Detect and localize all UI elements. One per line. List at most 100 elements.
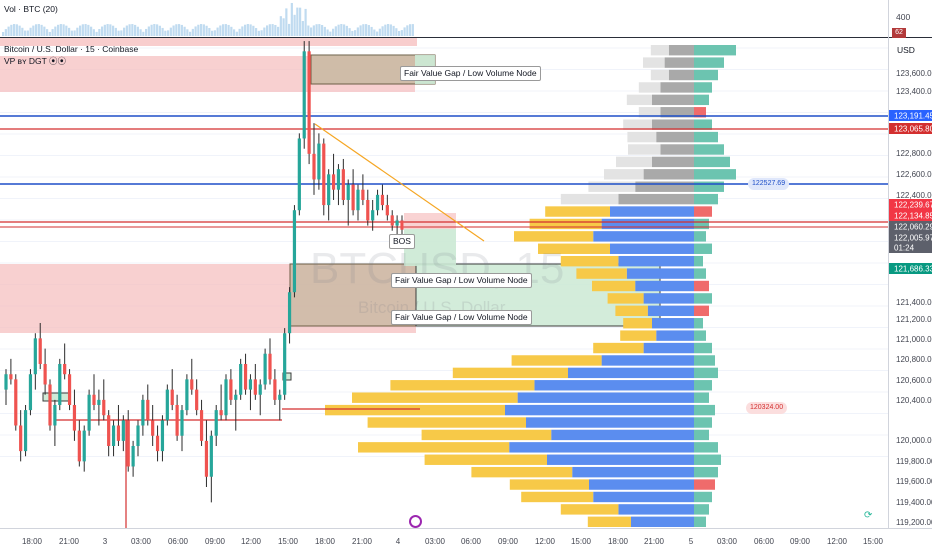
volume-bar [87,24,90,36]
volume-bar [326,29,329,36]
volume-bar [282,18,285,36]
volume-bar [296,7,299,36]
vp-buy-bar [551,429,694,441]
volume-bar [156,24,159,36]
vp-delta-bar [694,280,709,292]
volume-bar [403,27,406,36]
vp-buy-bar [664,57,694,68]
vp-sell-bar [560,504,619,515]
price-tick-label: 121,200.00 [896,315,932,324]
volume-bar [35,24,38,36]
volume-bar [200,24,203,36]
tradingview-widget-icon[interactable] [409,515,422,528]
vp-sell-bar [587,516,631,527]
price-tag: 122,005.97 [889,232,932,243]
volume-bar [230,26,233,36]
vp-delta-bar [694,218,709,230]
vp-delta-bar [694,156,730,168]
vp-buy-bar [601,218,694,230]
vp-sell-bar [521,491,594,503]
price-tag-text: 121,686.33 [894,265,932,274]
candle-body [312,153,316,180]
volume-bar [285,8,288,37]
volume-bar [255,28,258,36]
volume-bar [370,26,373,36]
volume-bar [32,25,35,36]
vp-buy-bar [626,268,694,279]
vp-buy-bar [618,255,694,267]
vp-sell-bar [424,454,547,465]
price-tick-label: 121,400.00 [896,298,932,307]
vp-delta-bar [694,119,712,130]
volume-indicator-label[interactable]: Vol · BTC (20) [4,4,58,14]
fvg-zone-red-strip [0,38,417,46]
vp-sell-bar [529,218,602,230]
vp-buy-bar [660,82,694,93]
price-tick-label: 119,800.00 [896,457,932,466]
volume-bar [7,26,10,36]
vp-delta-bar [694,82,712,93]
volume-bar [395,28,398,36]
volume-bar [139,29,142,36]
bos-label: BOS [389,234,415,249]
candle-body [258,384,262,395]
volume-bar [249,24,252,36]
price-tag-text: 122,005.97 [894,234,932,243]
vp-delta-bar [694,94,709,106]
candle-body [58,363,62,405]
time-tick-label: 12:00 [241,537,262,546]
volume-bar [109,24,112,36]
volume-bar [125,25,128,36]
level-label-low: 120324.00 [746,402,788,414]
vp-buy-bar [652,318,694,329]
volume-bar [37,24,40,36]
vp-buy-bar [509,442,694,453]
volume-bar [252,25,255,36]
candle-body [185,379,189,411]
vp-sell-bar [592,280,636,292]
volume-bar [10,24,13,36]
candle-body [107,415,111,446]
vp-indicator-label[interactable]: VP ʙʏ DGT ⦿⦿ [4,56,66,66]
vp-sell-bar [638,82,661,93]
candle-body [395,220,399,226]
time-tick-label: 15:00 [863,537,884,546]
currency-label[interactable]: USD [897,45,915,55]
volume-bar [337,24,340,36]
candle-body [82,430,86,462]
volume-bar [70,30,73,36]
vp-delta-bar [694,169,736,180]
volume-bar [293,14,296,36]
time-tick-label: 18:00 [608,537,629,546]
vp-delta-bar [694,231,706,242]
price-tag-text: 01:24 [894,244,915,253]
volume-bar [2,32,5,36]
vp-delta-bar [694,466,718,478]
vp-buy-bar [631,516,694,527]
candle-body [151,420,155,436]
time-tick-label: 15:00 [571,537,592,546]
compare-icon[interactable]: ⟳ [864,510,873,521]
vp-buy-bar [618,504,694,515]
vp-sell-bar [509,479,589,490]
vp-buy-bar [526,417,694,428]
time-tick-label: 06:00 [754,537,775,546]
time-tick-label: 21:00 [644,537,665,546]
vp-delta-bar [694,268,706,279]
volume-bar [348,28,351,36]
candle-body [102,399,106,416]
candle-body [4,374,8,390]
range-box-small [282,372,292,381]
volume-axis-tick: 400 [896,12,911,22]
vp-delta-bar [694,491,712,503]
volume-bar [398,30,401,36]
candle-body [23,410,28,452]
candle-body [67,374,72,405]
volume-bar [213,30,216,36]
candle-body [229,379,233,400]
candle-body [371,210,375,221]
symbol-title[interactable]: Bitcoin / U.S. Dollar · 15 · Coinbase [4,44,139,54]
vp-delta-bar [694,429,709,441]
